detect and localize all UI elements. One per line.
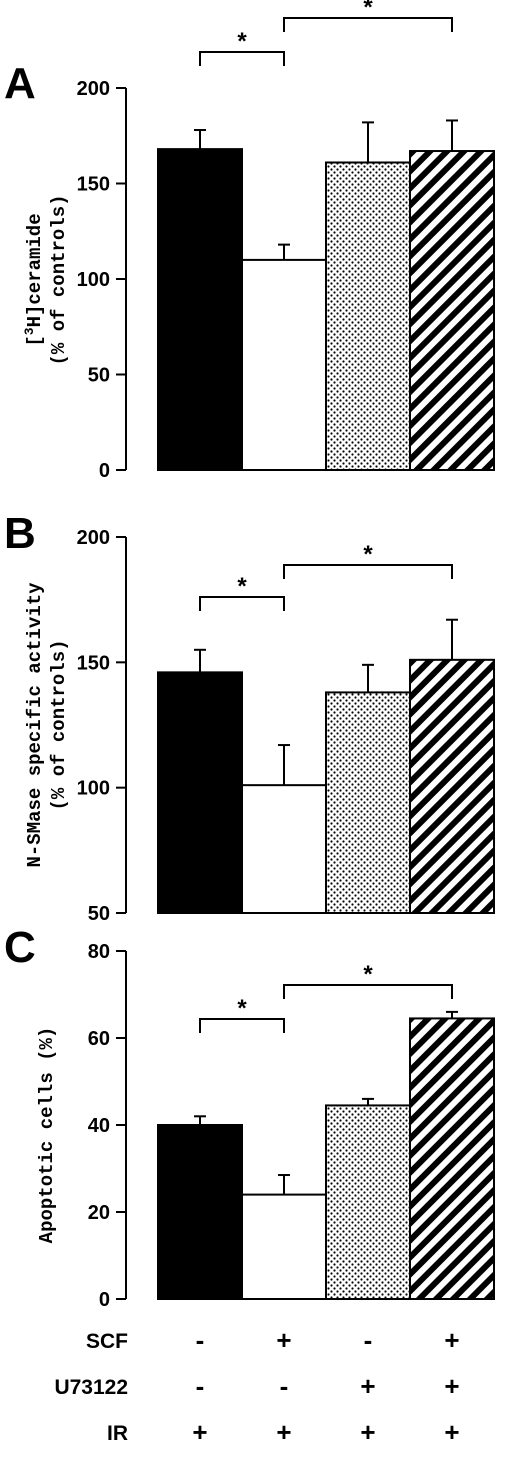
panel-c-bar-4	[409, 1017, 495, 1300]
panel-a-significance-star-2: *	[363, 0, 373, 21]
panel-a-y-tick-label: 50	[88, 365, 110, 387]
condition-sign: -	[196, 1325, 205, 1355]
panel-c-significance-star-2: *	[363, 961, 373, 988]
panel-a-bar-1	[157, 148, 243, 471]
condition-sign: -	[364, 1325, 373, 1355]
panel-b-y-tick-label: 50	[88, 903, 110, 925]
panel-c-y-tick-label: 80	[88, 941, 110, 963]
panel-a-y-tick-label: 0	[99, 460, 110, 482]
panel-c-plot: 0 20 40 60 80 * *	[88, 941, 495, 1311]
condition-sign: +	[276, 1325, 291, 1355]
panel-letter-b: B	[4, 509, 36, 558]
panel-letter-a: A	[4, 59, 36, 108]
panel-a-y-tick-label: 200	[77, 78, 110, 100]
panel-c-ylabel-line1: Apoptotic cells (%)	[36, 1027, 58, 1244]
panel-a: A [3H]ceramide (% of controls) 0 50 100 150…	[4, 0, 495, 482]
panel-b-significance-bracket-2	[283, 564, 453, 579]
panel-b-significance-star-1: *	[237, 573, 247, 600]
condition-sign: +	[360, 1371, 375, 1401]
panel-a-ylabel-line1: [3H]ceramide	[22, 213, 46, 346]
panel-c-y-tick-label: 20	[88, 1202, 110, 1224]
condition-sign: -	[280, 1371, 289, 1401]
panel-b-y-tick-label: 150	[77, 652, 110, 674]
panel-c-bar-2	[241, 1193, 327, 1300]
panel-b-ylabel-line2: (% of controls)	[48, 639, 70, 810]
condition-label-ir: IR	[107, 1422, 128, 1445]
panel-c-bar-1	[157, 1124, 243, 1300]
panel-b-bar-2	[241, 784, 327, 914]
panel-c-y-tick-label: 60	[88, 1028, 110, 1050]
panel-a-y-tick-label: 100	[77, 269, 110, 291]
panel-b-y-tick-label: 100	[77, 778, 110, 800]
condition-table: SCF - + - + U73122 - - + + IR + + + +	[54, 1325, 459, 1447]
condition-sign: +	[192, 1417, 207, 1447]
panel-b-significance-star-2: *	[363, 541, 373, 568]
panel-b-y-tick-label: 200	[77, 527, 110, 549]
panel-c-ylabel: Apoptotic cells (%)	[36, 1027, 58, 1244]
condition-sign: -	[196, 1371, 205, 1401]
panel-a-significance-bracket-1	[199, 51, 285, 66]
panel-a-ylabel-line2: (% of controls)	[48, 194, 70, 365]
panel-a-significance-bracket-2	[283, 17, 453, 32]
panel-c-significance-bracket-2	[283, 984, 453, 999]
panel-b-significance-bracket-1	[199, 596, 285, 611]
panel-letter-c: C	[4, 923, 36, 972]
panel-c-y-tick-label: 40	[88, 1115, 110, 1137]
panel-c-significance-bracket-1	[199, 1018, 285, 1033]
panel-b-bar-3	[325, 691, 411, 914]
condition-label-u73122: U73122	[54, 1376, 128, 1399]
panel-a-significance-star-1: *	[237, 28, 247, 55]
panel-a-y-tick-label: 150	[77, 174, 110, 196]
panel-b: B N-SMase specific activity (% of contro…	[4, 509, 495, 925]
panel-b-bar-1	[157, 671, 243, 914]
panel-a-ylabel: [3H]ceramide (% of controls)	[22, 194, 70, 365]
panel-a-plot: 0 50 100 150 200 * *	[77, 0, 495, 482]
condition-sign: +	[444, 1325, 459, 1355]
panel-b-ylabel-line1: N-SMase specific activity	[24, 582, 46, 868]
condition-label-scf: SCF	[86, 1330, 128, 1353]
panel-a-bar-4	[409, 150, 495, 471]
panel-b-ylabel: N-SMase specific activity (% of controls…	[24, 582, 70, 868]
condition-sign: +	[444, 1417, 459, 1447]
condition-sign: +	[444, 1371, 459, 1401]
panel-b-bar-4	[409, 658, 495, 914]
panel-c: C Apoptotic cells (%) 0 20 40 60 80 * *	[4, 923, 495, 1311]
panel-c-significance-star-1: *	[237, 995, 247, 1022]
panel-b-plot: 50 100 150 200 * *	[77, 527, 495, 925]
condition-sign: +	[360, 1417, 375, 1447]
condition-sign: +	[276, 1417, 291, 1447]
panel-c-bar-3	[325, 1104, 411, 1301]
panel-a-bar-2	[241, 258, 327, 471]
panel-c-y-tick-label: 0	[99, 1289, 110, 1311]
panel-a-bar-3	[325, 161, 411, 472]
